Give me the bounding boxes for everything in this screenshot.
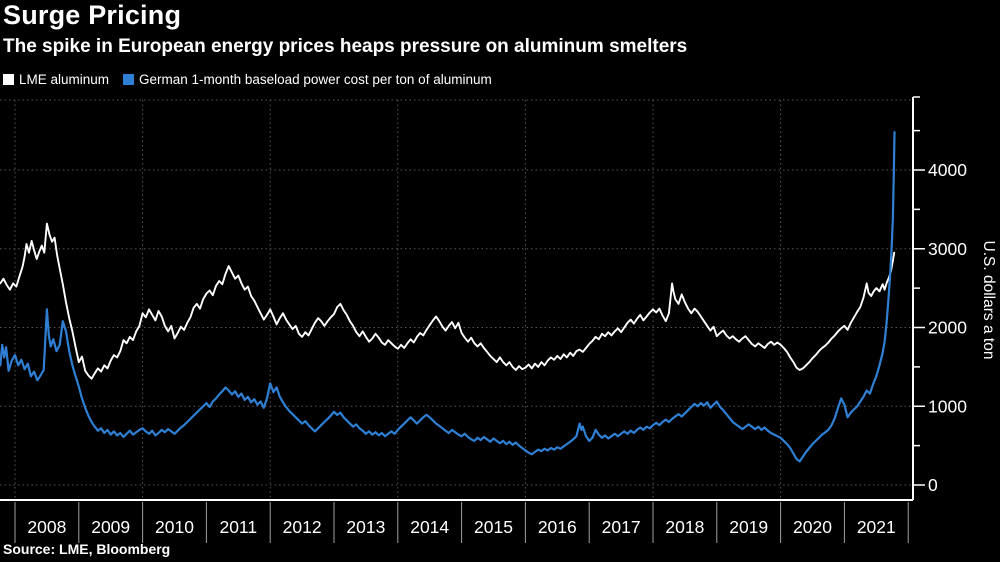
y-tick-label: 4000 — [928, 160, 967, 180]
y-axis-ticks — [913, 96, 925, 486]
y-tick-label: 3000 — [928, 239, 967, 259]
legend-swatch-german-power-icon — [123, 74, 135, 85]
y-tick-label: 0 — [928, 475, 938, 495]
x-tick-label: 2010 — [155, 517, 194, 537]
x-tick-label: 2018 — [665, 517, 704, 537]
legend-label-lme: LME aluminum — [19, 72, 110, 87]
x-tick-label: 2019 — [729, 517, 768, 537]
legend-item-lme-aluminum: LME aluminum — [3, 72, 109, 87]
x-axis-ticks — [14, 502, 909, 543]
x-tick-label: 2008 — [27, 517, 66, 537]
x-tick-label: 2011 — [219, 517, 257, 537]
x-tick-label: 2020 — [793, 517, 832, 537]
series-line-german-power — [0, 131, 896, 463]
legend-item-german-power: German 1-month baseload power cost per t… — [123, 72, 492, 87]
y-axis-title: U.S. dollars a ton — [980, 241, 997, 360]
x-tick-label: 2016 — [538, 517, 577, 537]
x-tick-label: 2015 — [474, 517, 513, 537]
x-tick-label: 2012 — [283, 517, 322, 537]
x-tick-label: 2017 — [602, 517, 641, 537]
legend: LME aluminum German 1-month baseload pow… — [3, 72, 492, 87]
y-tick-label: 2000 — [928, 318, 967, 338]
legend-label-german-power: German 1-month baseload power cost per t… — [139, 72, 492, 87]
series-line-lme-aluminum — [0, 222, 896, 380]
x-tick-label: 2009 — [91, 517, 130, 537]
x-tick-label: 2014 — [410, 517, 449, 537]
legend-swatch-lme-icon — [3, 74, 14, 85]
x-tick-label: 2021 — [857, 517, 896, 537]
chart-title: Surge Pricing — [3, 0, 182, 30]
chart-subtitle: The spike in European energy prices heap… — [3, 36, 688, 57]
y-tick-labels: 0 1000 2000 3000 4000 — [928, 160, 967, 495]
gridlines — [0, 99, 913, 500]
x-tick-label: 2013 — [346, 517, 385, 537]
x-tick-labels: 2008 2009 2010 2011 2012 2013 2014 2015 2016 2017… — [27, 517, 895, 537]
source-note: Source: LME, Bloomberg — [3, 541, 171, 557]
y-tick-label: 1000 — [928, 396, 967, 416]
